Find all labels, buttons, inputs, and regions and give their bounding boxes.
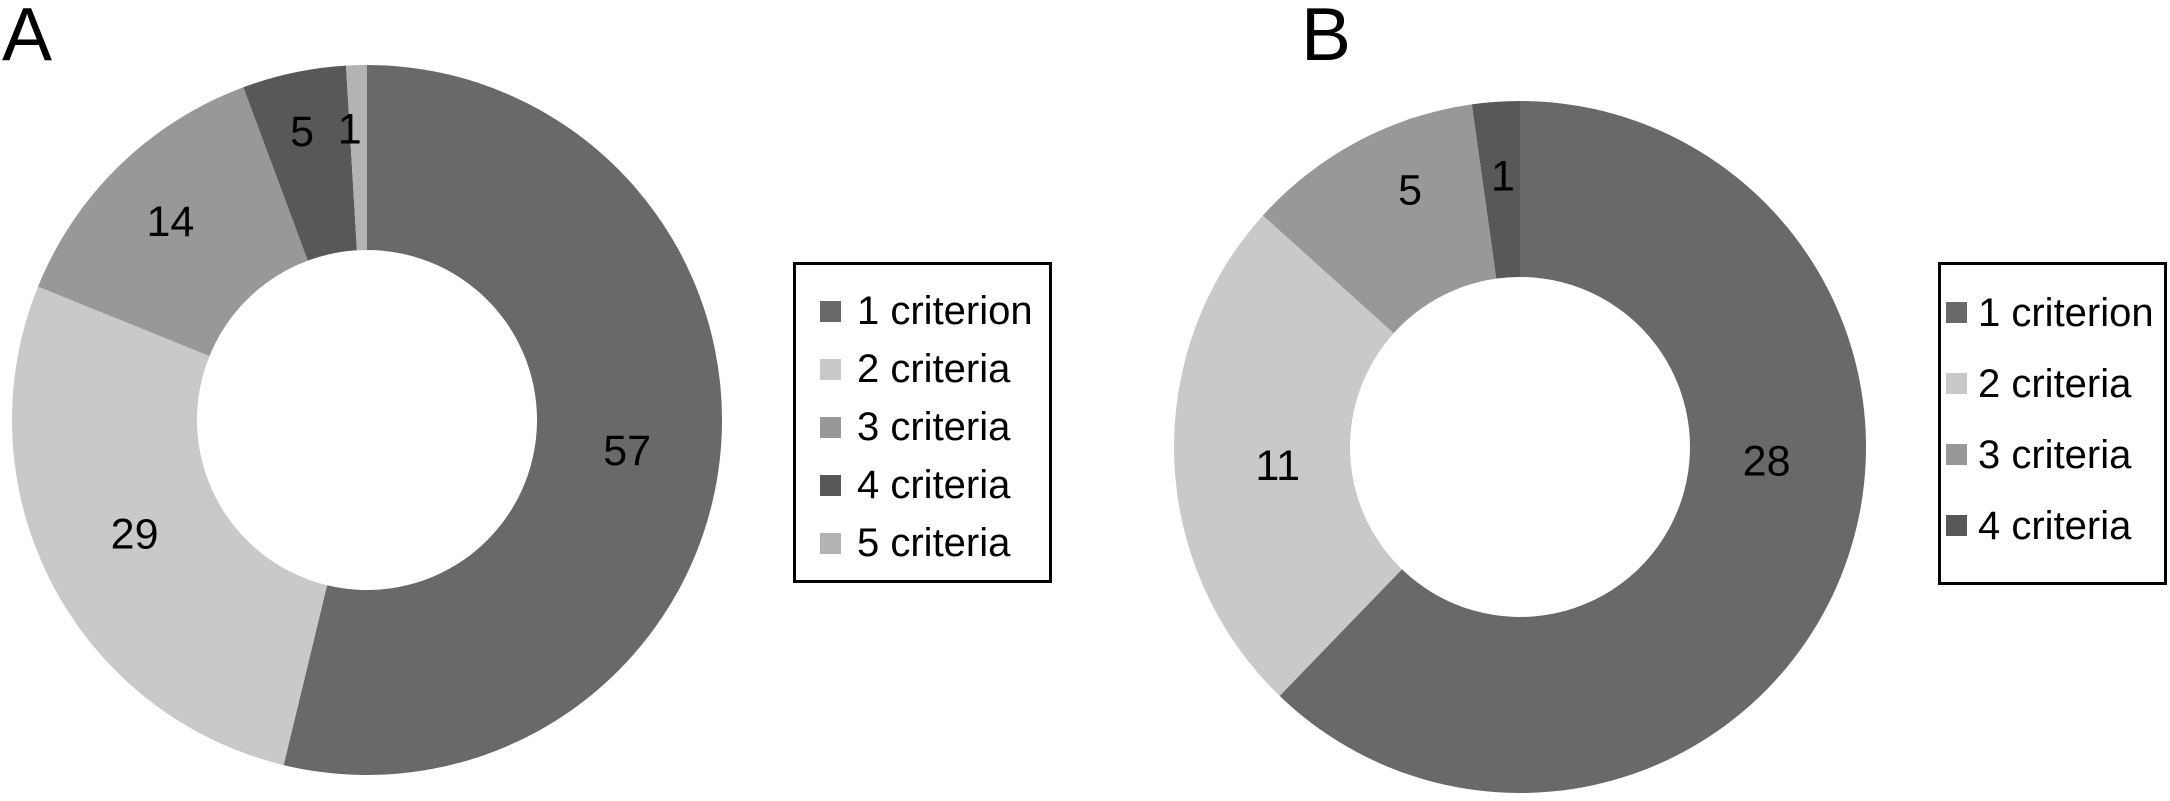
donut-chart-b: 28 11 5 1 bbox=[1174, 101, 1867, 794]
donut-slice-2-criteria bbox=[1174, 215, 1402, 696]
legend-item: 1 criterion bbox=[820, 282, 1049, 340]
panel-label-b: B bbox=[1301, 0, 1352, 76]
slice-value-label: 28 bbox=[1743, 438, 1791, 486]
slice-value-label: 5 bbox=[290, 108, 314, 156]
legend-item: 4 criteria bbox=[820, 456, 1049, 514]
legend-item: 3 criteria bbox=[820, 398, 1049, 456]
legend-item-label: 4 criteria bbox=[1978, 503, 2132, 548]
legend-item: 5 criteria bbox=[820, 514, 1049, 572]
slice-value-label: 1 bbox=[1491, 153, 1515, 201]
legend-swatch-icon bbox=[1946, 444, 1967, 465]
slice-value-label: 29 bbox=[111, 510, 159, 558]
legend-swatch-icon bbox=[1946, 302, 1967, 323]
legend-panel-b: 1 criterion 2 criteria 3 criteria 4 criteri… bbox=[1938, 262, 2167, 585]
legend-item: 3 criteria bbox=[1946, 419, 2164, 490]
legend-swatch-icon bbox=[820, 358, 841, 380]
legend-swatch-icon bbox=[820, 416, 841, 438]
legend-item-label: 2 criteria bbox=[1978, 361, 2132, 406]
legend-swatch-icon bbox=[1946, 373, 1967, 394]
donut-slice-2-criteria bbox=[12, 286, 328, 766]
donut-slice-3-criteria bbox=[1262, 104, 1497, 334]
legend-item-label: 1 criterion bbox=[857, 289, 1033, 333]
panel-label-a: A bbox=[2, 0, 53, 76]
slice-value-label: 14 bbox=[146, 198, 194, 246]
donut-slice-5-criteria bbox=[345, 65, 367, 251]
legend-item-label: 3 criteria bbox=[1978, 432, 2132, 477]
legend-item-label: 2 criteria bbox=[857, 347, 1011, 391]
legend-swatch-icon bbox=[1946, 515, 1967, 536]
donut-slice-1-criterion bbox=[283, 65, 722, 775]
legend-item-label: 5 criteria bbox=[857, 521, 1011, 565]
legend-item-label: 1 criterion bbox=[1978, 290, 2154, 335]
legend-item-label: 3 criteria bbox=[857, 405, 1011, 449]
legend-swatch-icon bbox=[820, 300, 841, 322]
slice-value-label: 11 bbox=[1255, 442, 1300, 490]
donut-chart-a: 57 29 14 5 1 bbox=[12, 65, 722, 775]
legend-item: 1 criterion bbox=[1946, 277, 2164, 348]
legend-item: 2 criteria bbox=[1946, 348, 2164, 419]
slice-value-label: 57 bbox=[603, 427, 651, 475]
donut-slice-1-criterion bbox=[1279, 101, 1867, 794]
slice-value-label: 1 bbox=[338, 106, 362, 154]
legend-panel-a: 1 criterion 2 criteria 3 criteria 4 criteri… bbox=[793, 262, 1052, 583]
donut-slice-4-criteria bbox=[243, 65, 357, 261]
legend-swatch-icon bbox=[820, 532, 841, 554]
legend-item: 4 criteria bbox=[1946, 490, 2164, 561]
donut-slice-3-criteria bbox=[38, 87, 308, 357]
legend-item-label: 4 criteria bbox=[857, 463, 1011, 507]
legend-item: 2 criteria bbox=[820, 340, 1049, 398]
donut-slice-4-criteria bbox=[1471, 101, 1520, 279]
legend-swatch-icon bbox=[820, 474, 841, 496]
slice-value-label: 5 bbox=[1398, 167, 1422, 215]
